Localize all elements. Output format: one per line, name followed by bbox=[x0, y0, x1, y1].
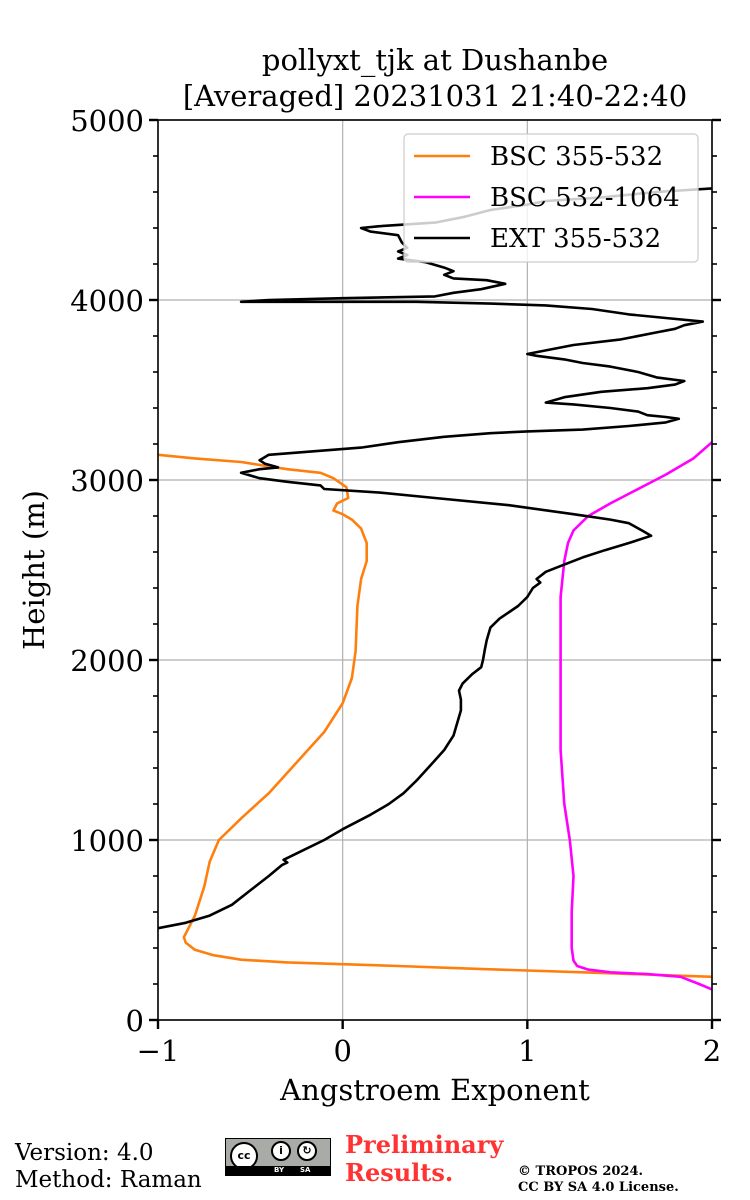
y-tick-label: 1000 bbox=[70, 824, 144, 858]
plot-frame bbox=[157, 119, 713, 1021]
x-tick-label: 0 bbox=[333, 1034, 351, 1068]
cc-by-sa-icon: cc i ↻ BY SA bbox=[225, 1138, 331, 1176]
x-axis-label: Angstroem Exponent bbox=[279, 1073, 590, 1107]
x-tick-label: −1 bbox=[137, 1034, 180, 1068]
preliminary-line-1: Preliminary bbox=[345, 1130, 504, 1159]
legend-label-2: EXT 355-532 bbox=[490, 224, 661, 254]
preliminary-line-2: Results. bbox=[345, 1158, 454, 1187]
copyright-line-1: © TROPOS 2024. bbox=[518, 1164, 644, 1179]
x-tick-label: 1 bbox=[518, 1034, 536, 1068]
series-line-1 bbox=[559, 441, 712, 991]
y-tick-label: 5000 bbox=[70, 104, 144, 138]
series-lines bbox=[158, 187, 712, 991]
y-axis-label: Height (m) bbox=[17, 490, 51, 650]
y-tick-label: 4000 bbox=[70, 284, 144, 318]
y-tick-label: 2000 bbox=[70, 644, 144, 678]
legend-label-0: BSC 355-532 bbox=[490, 142, 663, 172]
version-label: Version: 4.0 bbox=[15, 1140, 154, 1166]
method-label: Method: Raman bbox=[15, 1167, 202, 1193]
copyright-notice: © TROPOS 2024. CC BY SA 4.0 License. bbox=[518, 1164, 679, 1196]
legend-label-1: BSC 532-1064 bbox=[490, 183, 680, 213]
legend-box bbox=[403, 133, 699, 263]
legend: BSC 355-532 BSC 532-1064 EXT 355-532 bbox=[403, 133, 699, 263]
chart-subtitle: [Averaged] 20231031 21:40-22:40 bbox=[182, 79, 688, 113]
series-line-2 bbox=[158, 187, 712, 930]
y-tick-label: 3000 bbox=[70, 464, 144, 498]
chart-title: pollyxt_tjk at Dushanbe bbox=[261, 43, 609, 77]
preliminary-results-label: Preliminary Results. bbox=[345, 1131, 503, 1187]
x-tick-label: 2 bbox=[703, 1034, 721, 1068]
copyright-line-2: CC BY SA 4.0 License. bbox=[518, 1180, 679, 1195]
y-tick-label: 0 bbox=[126, 1004, 144, 1038]
